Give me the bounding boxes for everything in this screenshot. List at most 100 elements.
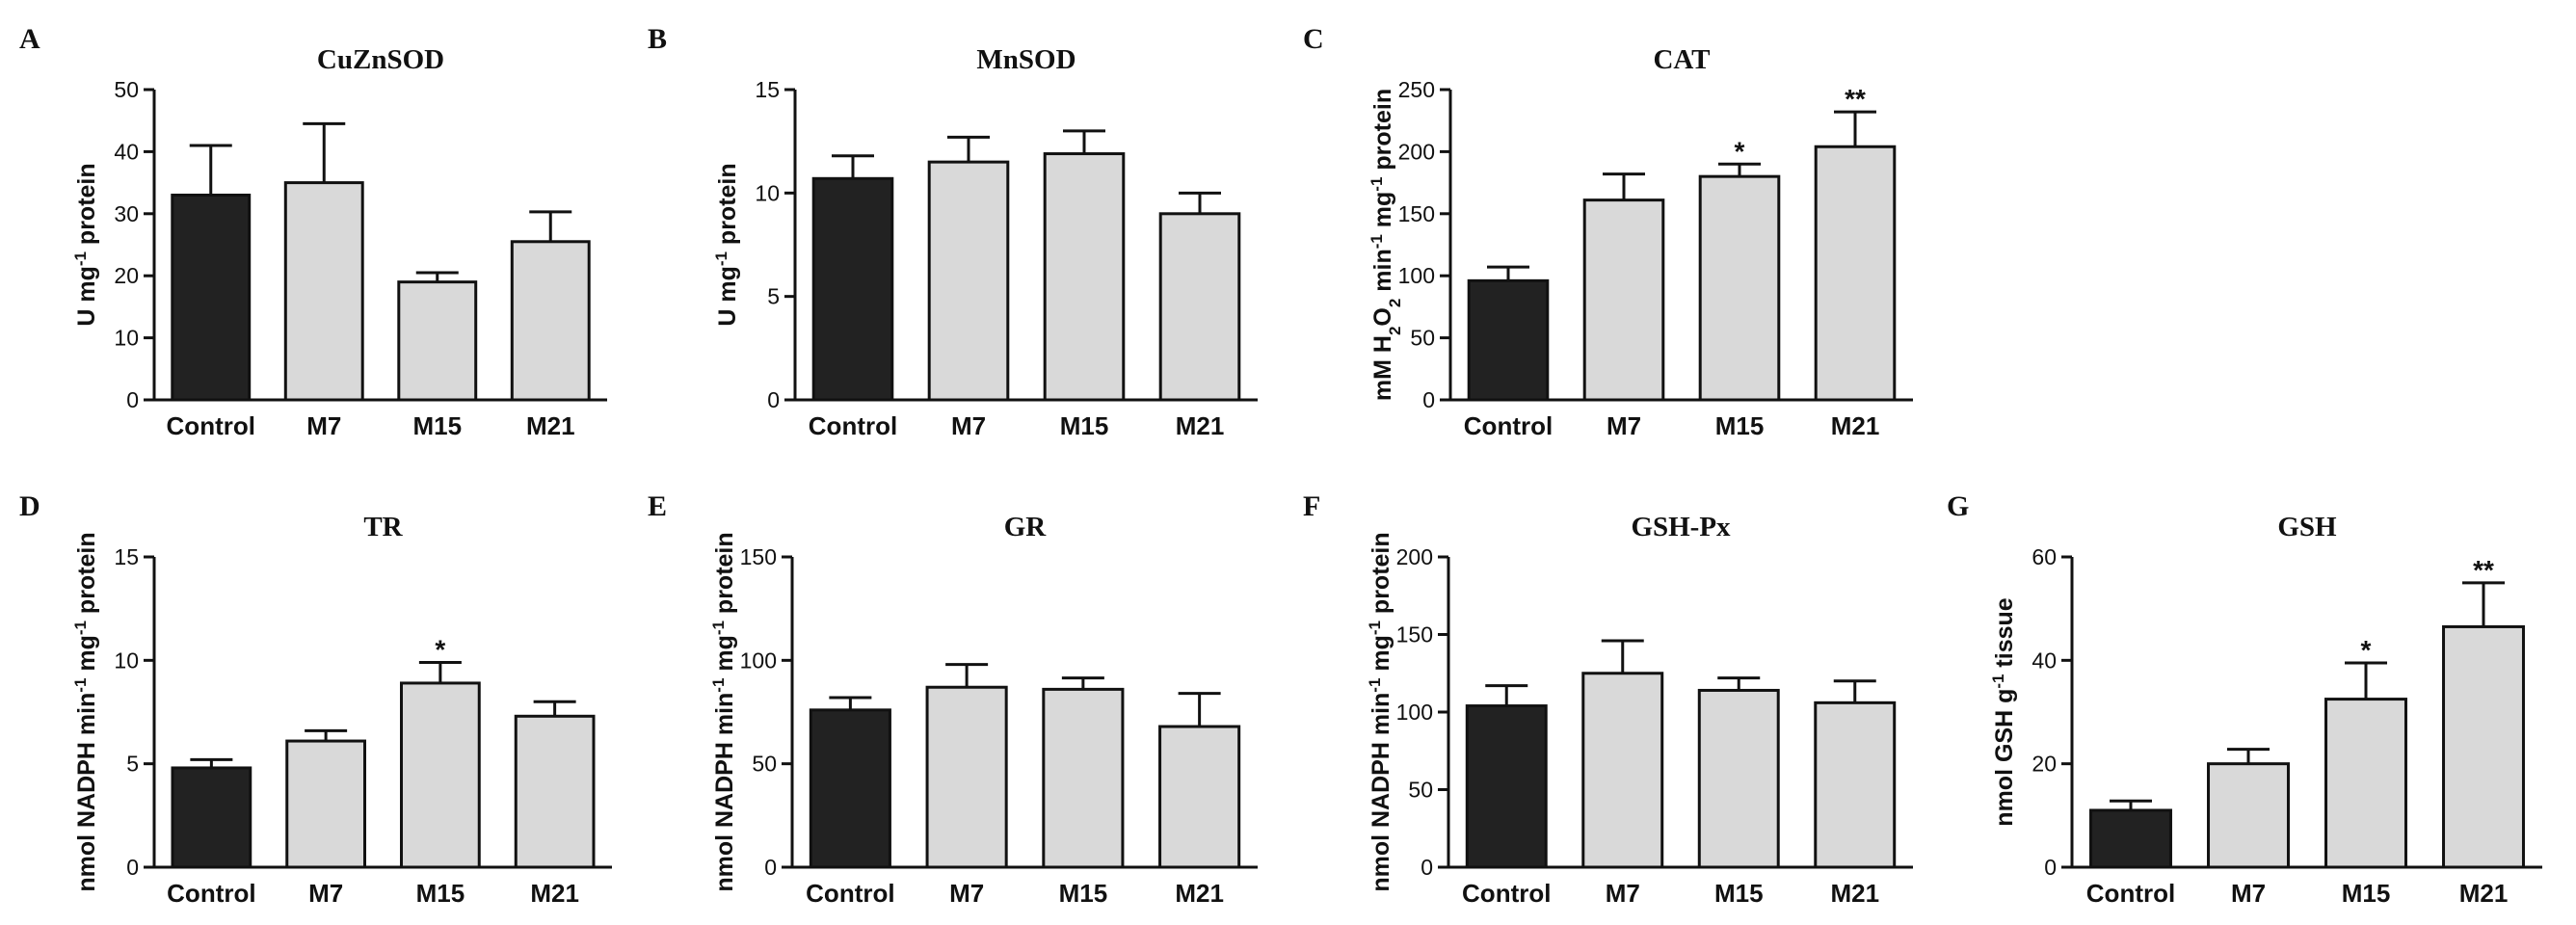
bar-control (171, 193, 252, 402)
y-axis-label: mM H2O2 min-1 mg-1 protein (1368, 89, 1404, 401)
category-label: Control (167, 879, 255, 908)
y-tick-label: 40 (2032, 648, 2057, 673)
significance-marker: ** (1845, 84, 1866, 114)
chart-title: GSH-Px (1631, 512, 1731, 542)
category-label: M7 (308, 879, 343, 908)
y-tick-label: 15 (114, 544, 139, 569)
bar-control (1465, 704, 1548, 869)
panel-letter: F (1303, 490, 1320, 522)
bar-m7 (1581, 672, 1664, 869)
y-axis-label: U mg-1 protein (712, 163, 742, 326)
y-tick-label: 100 (740, 648, 777, 673)
y-tick-label: 5 (126, 752, 139, 777)
chart-title: MnSOD (976, 44, 1076, 75)
category-label: M7 (951, 411, 986, 440)
bar-m7 (283, 181, 364, 402)
y-axis-label: nmol GSH g-1 tissue (1989, 597, 2019, 826)
category-label: M21 (2459, 879, 2509, 908)
bar-m7 (1582, 198, 1665, 402)
y-axis-label: nmol NADPH min-1 mg-1 protein (1366, 532, 1395, 891)
bar-control (2089, 808, 2172, 869)
y-tick-label: 30 (114, 201, 139, 226)
y-tick-label: 50 (752, 752, 777, 777)
y-tick-label: 50 (114, 77, 139, 102)
category-label: M15 (1714, 879, 1764, 908)
bar-m15 (1043, 152, 1126, 402)
panel-letter: D (19, 490, 40, 522)
bar-control (811, 176, 894, 402)
category-label: M15 (2342, 879, 2391, 908)
chart-title: CAT (1653, 44, 1710, 75)
y-tick-label: 0 (1421, 855, 1433, 880)
category-label: M21 (1175, 879, 1224, 908)
panel-b: B MnSOD 0 5 10 15 U mg-1 protein Control M7 M15 M2… (648, 23, 1258, 440)
y-tick-label: 250 (1398, 77, 1435, 102)
y-axis-label: nmol NADPH min-1 mg-1 protein (709, 532, 739, 891)
category-label: M15 (1059, 879, 1108, 908)
y-tick-label: 40 (114, 139, 139, 164)
panel-a: A CuZnSOD 0 10 20 30 40 50 U mg-1 protein Control… (19, 23, 607, 440)
bar-control (809, 708, 891, 869)
panel-letter: E (648, 490, 667, 522)
bar-m15 (400, 681, 481, 869)
category-label: M21 (1176, 411, 1225, 440)
category-label: M7 (949, 879, 984, 908)
category-label: Control (1464, 411, 1553, 440)
category-label: M7 (2231, 879, 2266, 908)
chart-title: GR (1004, 512, 1048, 542)
category-label: M7 (1607, 411, 1641, 440)
y-tick-label: 100 (1398, 263, 1435, 288)
bar-m15 (1042, 687, 1125, 869)
panel-g: G GSH 0 20 40 60 nmol GSH g-1 tissue Control M7 *… (1947, 490, 2542, 908)
y-tick-label: 10 (114, 326, 139, 351)
bar-m21 (514, 714, 596, 869)
bar-m15 (1697, 688, 1780, 869)
category-label: Control (2086, 879, 2175, 908)
bar-m21 (1814, 700, 1897, 869)
bar-m21 (1158, 212, 1241, 402)
y-tick-label: 50 (1410, 326, 1435, 351)
bar-control (1467, 278, 1550, 402)
category-label: Control (1462, 879, 1551, 908)
category-label: M15 (412, 411, 462, 440)
bar-m15 (1698, 174, 1781, 402)
bar-m21 (1158, 725, 1241, 869)
y-tick-label: 0 (764, 855, 777, 880)
y-tick-label: 200 (1398, 139, 1435, 164)
bar-m21 (510, 240, 591, 402)
significance-marker: * (2361, 635, 2372, 665)
y-tick-label: 10 (114, 648, 139, 673)
category-label: M21 (1830, 879, 1879, 908)
y-tick-label: 150 (1398, 201, 1435, 226)
chart-title: CuZnSOD (317, 44, 444, 75)
bar-control (171, 766, 252, 869)
y-tick-label: 60 (2032, 544, 2057, 569)
panel-letter: A (19, 23, 40, 55)
y-tick-label: 150 (740, 544, 777, 569)
bar-m15 (2324, 698, 2407, 869)
y-axis-label: U mg-1 protein (71, 163, 101, 326)
category-label: M15 (1060, 411, 1109, 440)
y-tick-label: 150 (1396, 622, 1433, 648)
chart-title: GSH (2277, 512, 2337, 542)
category-label: M21 (526, 411, 575, 440)
category-label: Control (167, 411, 255, 440)
panel-letter: C (1303, 23, 1324, 55)
y-tick-label: 20 (2032, 752, 2057, 777)
y-tick-label: 0 (767, 387, 780, 412)
y-tick-label: 0 (1422, 387, 1435, 412)
category-label: M7 (306, 411, 341, 440)
category-label: Control (806, 879, 894, 908)
significance-marker: * (435, 634, 445, 664)
y-tick-label: 5 (767, 284, 780, 309)
category-label: M15 (1715, 411, 1765, 440)
y-tick-label: 0 (126, 387, 139, 412)
bar-m7 (927, 160, 1010, 402)
y-tick-label: 0 (126, 855, 139, 880)
y-axis-label: nmol NADPH min-1 mg-1 protein (71, 532, 101, 891)
y-tick-label: 10 (755, 180, 780, 205)
panel-d: D TR 0 5 10 15 nmol NADPH min-1 mg-1 protein Co… (19, 490, 612, 908)
